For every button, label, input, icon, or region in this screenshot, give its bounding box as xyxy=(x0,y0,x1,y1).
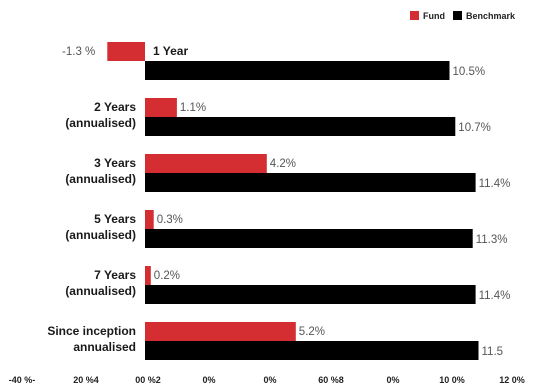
benchmark-bar xyxy=(145,117,456,136)
benchmark-bar xyxy=(145,61,450,80)
category-label: 1 Year xyxy=(153,44,188,58)
fund-bar xyxy=(107,42,145,61)
category-label-line1: 2 Years xyxy=(94,100,136,114)
category-label-line1: 5 Years xyxy=(94,212,136,226)
category-label-line1: Since inception xyxy=(47,324,136,338)
legend-label-fund: Fund xyxy=(423,11,445,21)
legend-label-benchmark: Benchmark xyxy=(466,11,516,21)
fund-bar xyxy=(145,266,151,285)
fund-value-label: 4.2% xyxy=(270,158,296,170)
x-tick-label: 0% xyxy=(202,375,215,385)
benchmark-value-label: 11.5 xyxy=(482,346,504,358)
benchmark-bar xyxy=(145,173,476,192)
x-tick-label: 10 0% xyxy=(439,375,465,385)
fund-bar xyxy=(145,98,177,117)
fund-value-label: 1.1% xyxy=(180,102,206,114)
x-tick-label: 12 0% xyxy=(499,375,525,385)
fund-value-label: -1.3 % xyxy=(62,46,95,58)
benchmark-value-label: 11.4% xyxy=(479,178,511,190)
fund-value-label: 0.3% xyxy=(157,214,183,226)
benchmark-value-label: 11.3% xyxy=(476,234,508,246)
category-label-line2: (annualised) xyxy=(65,228,136,242)
benchmark-bar xyxy=(145,229,473,248)
fund-bar xyxy=(145,322,296,341)
legend-swatch-fund xyxy=(410,11,419,20)
x-tick-label: 20 %4 xyxy=(73,375,99,385)
category-label-line2: (annualised) xyxy=(65,116,136,130)
x-tick-label: -40 %- xyxy=(9,375,36,385)
benchmark-value-label: 10.7% xyxy=(458,122,491,134)
x-tick-label: 0% xyxy=(386,375,399,385)
legend-swatch-benchmark xyxy=(453,11,462,20)
benchmark-value-label: 11.4% xyxy=(479,290,511,302)
benchmark-bar xyxy=(145,341,479,360)
fund-value-label: 0.2% xyxy=(154,270,180,282)
category-label-line1: 3 Years xyxy=(94,156,136,170)
category-label-line2: (annualised) xyxy=(65,172,136,186)
x-tick-label: 0% xyxy=(263,375,276,385)
fund-bar xyxy=(145,210,154,229)
fund-bar xyxy=(145,154,267,173)
category-label-line2: (annualised) xyxy=(65,284,136,298)
benchmark-bar xyxy=(145,285,476,304)
benchmark-value-label: 10.5% xyxy=(453,66,486,78)
fund-value-label: 5.2% xyxy=(299,326,325,338)
x-tick-label: 60 %8 xyxy=(318,375,344,385)
x-tick-label: 00 %2 xyxy=(135,375,161,385)
category-label-line2: annualised xyxy=(73,340,136,354)
category-label-line1: 7 Years xyxy=(94,268,136,282)
